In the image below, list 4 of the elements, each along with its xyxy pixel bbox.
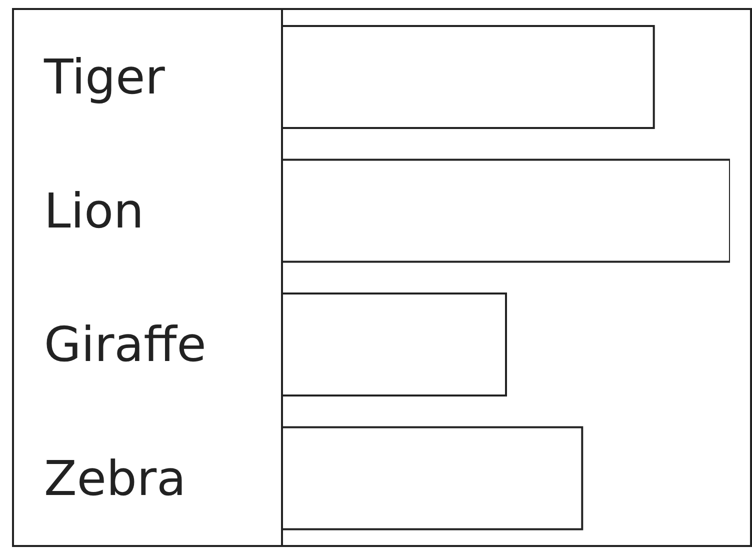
y-tick-label: Lion (44, 183, 144, 240)
y-tick-label: Zebra (44, 450, 186, 507)
y-tick-label: Giraffe (44, 317, 206, 374)
y-tick-label: Tiger (43, 50, 166, 106)
